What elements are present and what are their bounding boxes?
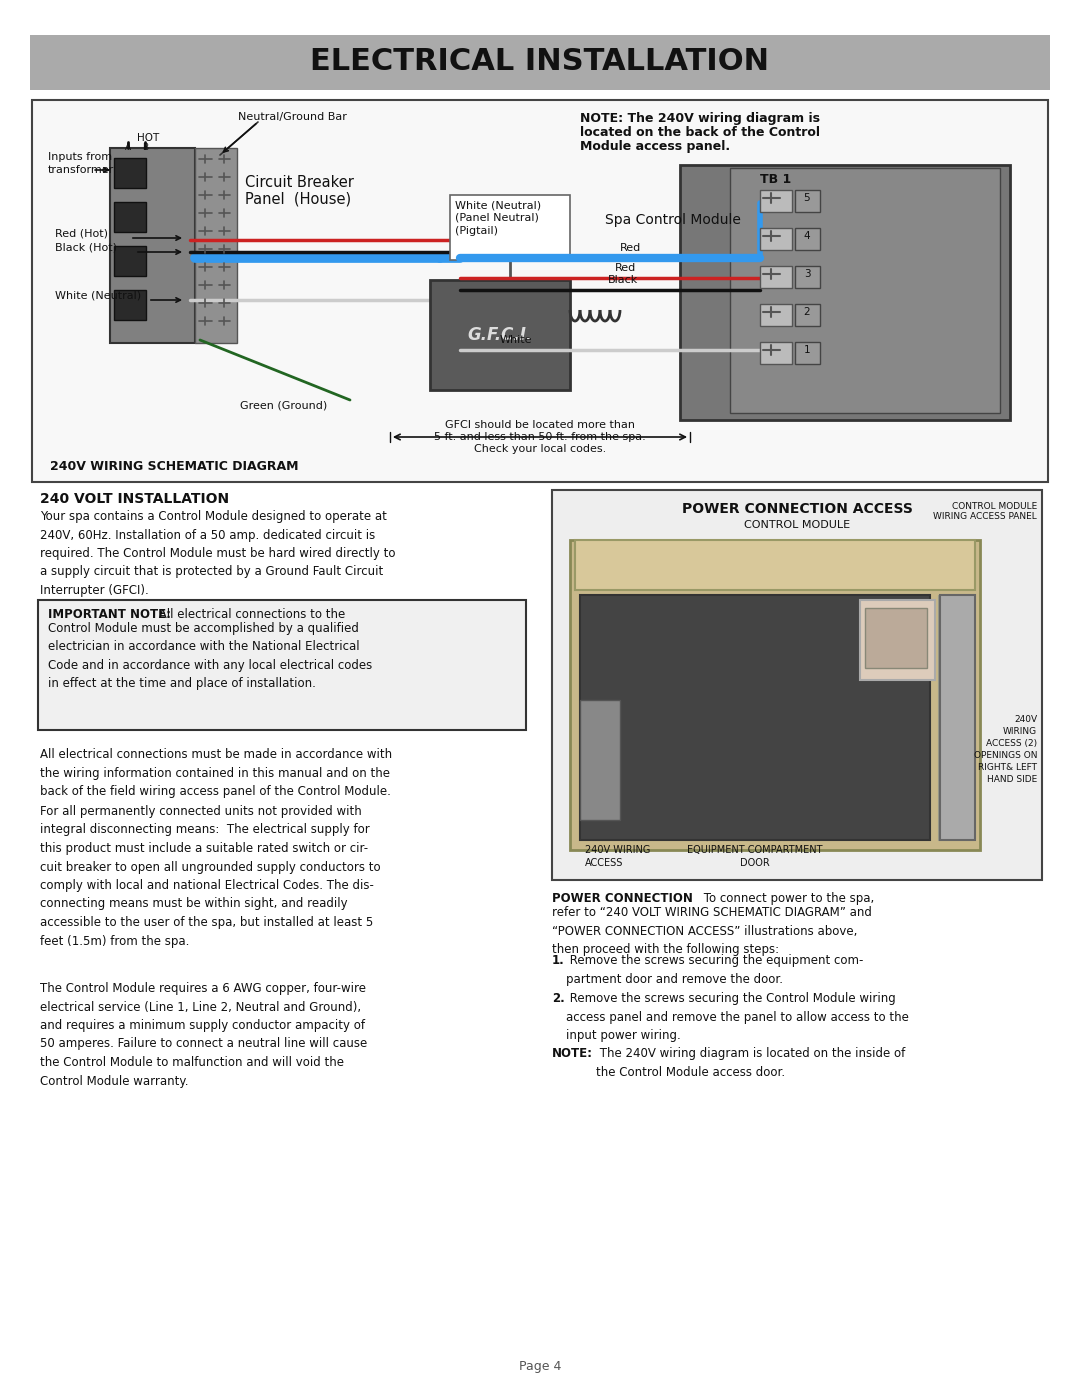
Bar [114,246,146,277]
Text: To connect power to the spa,: To connect power to the spa, [700,893,874,905]
Text: A: A [125,142,131,152]
Text: 5 ft. and less than 50 ft. from the spa.: 5 ft. and less than 50 ft. from the spa. [434,432,646,441]
Bar [760,305,792,326]
Text: 5: 5 [804,193,810,203]
Bar [730,168,1000,414]
Text: Control Module must be accomplished by a qualified
electrician in accordance wit: Control Module must be accomplished by a… [48,622,373,690]
Text: G.F.C.I.: G.F.C.I. [468,326,532,344]
Bar [580,700,620,820]
Text: 2: 2 [804,307,810,317]
Text: 1: 1 [804,345,810,355]
Bar [680,165,1010,420]
Text: NOTE:: NOTE: [552,1046,593,1060]
Bar [795,342,820,365]
Bar [760,265,792,288]
Text: 4: 4 [804,231,810,242]
Bar [570,541,980,849]
Text: transformer: transformer [48,165,114,175]
Text: 2.: 2. [552,992,565,1004]
Bar [575,541,975,590]
Text: Red: Red [620,243,642,253]
Text: ACCESS (2): ACCESS (2) [986,739,1037,747]
Text: 3: 3 [804,270,810,279]
Text: The Control Module requires a 6 AWG copper, four-wire
electrical service (Line 1: The Control Module requires a 6 AWG copp… [40,982,367,1087]
Text: (Pigtail): (Pigtail) [455,226,498,236]
Text: Remove the screws securing the Control Module wiring
access panel and remove the: Remove the screws securing the Control M… [566,992,909,1042]
Bar [114,203,146,232]
Text: Remove the screws securing the equipment com-
partment door and remove the door.: Remove the screws securing the equipment… [566,954,863,985]
Text: GFCI should be located more than: GFCI should be located more than [445,420,635,430]
Text: TB 1: TB 1 [760,173,792,186]
Text: ACCESS: ACCESS [585,858,623,868]
Bar [760,342,792,365]
Bar [760,228,792,250]
Text: located on the back of the Control: located on the back of the Control [580,126,820,138]
Text: Inputs from: Inputs from [48,152,112,162]
Text: Circuit Breaker: Circuit Breaker [245,175,354,190]
Bar [795,305,820,326]
Text: Your spa contains a Control Module designed to operate at
240V, 60Hz. Installati: Your spa contains a Control Module desig… [40,510,395,597]
Text: Red: Red [615,263,636,272]
Text: HAND SIDE: HAND SIDE [987,775,1037,784]
Text: All electrical connections must be made in accordance with
the wiring informatio: All electrical connections must be made … [40,747,392,798]
Text: WIRING: WIRING [1003,726,1037,736]
Bar [32,101,1048,482]
Text: CONTROL MODULE: CONTROL MODULE [951,502,1037,511]
Text: IMPORTANT NOTE:: IMPORTANT NOTE: [48,608,171,622]
Bar [940,595,975,840]
Bar [795,228,820,250]
Text: ELECTRICAL INSTALLATION: ELECTRICAL INSTALLATION [311,47,769,77]
Bar [30,35,1050,89]
Text: (Panel Neutral): (Panel Neutral) [455,212,539,224]
Bar [38,599,526,731]
Text: Green (Ground): Green (Ground) [240,400,327,409]
Text: Module access panel.: Module access panel. [580,140,730,154]
Text: White (Neutral): White (Neutral) [455,200,541,210]
Text: refer to “240 VOLT WIRING SCHEMATIC DIAGRAM” and
“POWER CONNECTION ACCESS” illus: refer to “240 VOLT WIRING SCHEMATIC DIAG… [552,907,872,956]
Bar [552,490,1042,880]
Bar [195,148,237,344]
Text: WIRING ACCESS PANEL: WIRING ACCESS PANEL [933,511,1037,521]
Bar [430,279,570,390]
Text: POWER CONNECTION: POWER CONNECTION [552,893,693,905]
Text: Spa Control Module: Spa Control Module [605,212,741,226]
Text: POWER CONNECTION ACCESS: POWER CONNECTION ACCESS [681,502,913,515]
Text: Panel  (House): Panel (House) [245,191,351,205]
Bar [114,291,146,320]
Text: Page 4: Page 4 [518,1361,562,1373]
Text: HOT: HOT [137,133,159,142]
Text: The 240V wiring diagram is located on the inside of
the Control Module access do: The 240V wiring diagram is located on th… [596,1046,905,1078]
Text: B: B [141,142,148,152]
Text: RIGHT& LEFT: RIGHT& LEFT [978,763,1037,773]
Text: OPENINGS ON: OPENINGS ON [973,752,1037,760]
Text: Black: Black [608,275,638,285]
Text: Black (Hot): Black (Hot) [55,242,117,251]
Text: EQUIPMENT COMPARTMENT: EQUIPMENT COMPARTMENT [687,845,823,855]
Text: 240 VOLT INSTALLATION: 240 VOLT INSTALLATION [40,492,229,506]
Text: 240V WIRING SCHEMATIC DIAGRAM: 240V WIRING SCHEMATIC DIAGRAM [50,460,298,474]
Bar [865,608,927,668]
Bar [795,190,820,212]
Text: Check your local codes.: Check your local codes. [474,444,606,454]
Text: DOOR: DOOR [740,858,770,868]
Text: Neutral/Ground Bar: Neutral/Ground Bar [238,112,347,122]
Text: NOTE: The 240V wiring diagram is: NOTE: The 240V wiring diagram is [580,112,820,124]
Bar [760,190,792,212]
Text: White (Neutral): White (Neutral) [55,291,141,300]
Text: All electrical connections to the: All electrical connections to the [156,608,346,622]
Bar [860,599,935,680]
Bar [110,148,195,344]
Text: Red (Hot): Red (Hot) [55,228,108,237]
Text: White: White [500,335,532,345]
Text: 1.: 1. [552,954,565,967]
Text: CONTROL MODULE: CONTROL MODULE [744,520,850,529]
Bar [450,196,570,260]
Text: 240V: 240V [1014,715,1037,724]
Text: For all permanently connected units not provided with
integral disconnecting mea: For all permanently connected units not … [40,805,380,947]
Text: 240V WIRING: 240V WIRING [585,845,650,855]
Bar [795,265,820,288]
Bar [114,158,146,189]
Bar [580,595,930,840]
